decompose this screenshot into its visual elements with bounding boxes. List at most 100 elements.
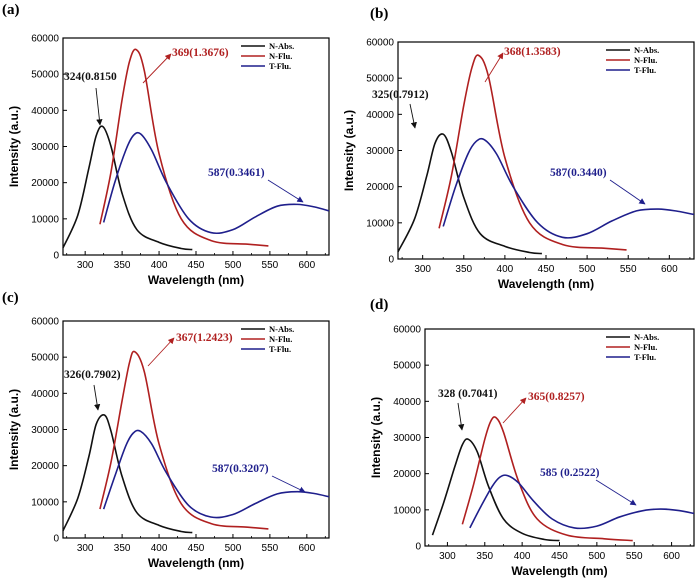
series-line-tflu <box>102 429 330 519</box>
x-tick-label: 500 <box>225 543 242 554</box>
panel-label: (c) <box>2 290 19 306</box>
y-tick-label: 10000 <box>366 218 394 229</box>
legend-label: N-Abs. <box>634 332 659 342</box>
annotation-arrow <box>457 402 465 431</box>
legend-label: N-Flu. <box>634 55 657 65</box>
peak-annotation: 328 (0.7041) <box>438 388 498 400</box>
x-tick-label: 300 <box>77 260 94 271</box>
x-tick-label: 550 <box>626 551 643 562</box>
series-line-tflu <box>469 474 695 530</box>
series-line-tflu <box>102 131 330 235</box>
legend-label: N-Flu. <box>634 342 657 352</box>
peak-annotation: 324(0.8150 <box>64 71 117 83</box>
legend-label: T-Flu. <box>634 65 656 75</box>
y-tick-label: 40000 <box>393 397 421 408</box>
y-tick-label: 30000 <box>31 142 59 153</box>
y-tick-label: 50000 <box>31 353 59 364</box>
y-tick-label: 50000 <box>31 70 59 81</box>
series-line-nflu <box>461 416 633 542</box>
peak-annotation: 326(0.7902) <box>64 369 121 381</box>
y-tick-label: 30000 <box>366 146 394 157</box>
series-line-nabs <box>62 125 193 251</box>
series-line-nflu <box>99 350 269 530</box>
y-tick-label: 0 <box>388 255 394 266</box>
x-tick-label: 350 <box>114 543 131 554</box>
panel-c: (c) 0 10000 20000 30000 40000 50000 60000 300 350… <box>2 290 330 570</box>
annotation-arrow <box>409 103 417 129</box>
y-tick-label: 10000 <box>31 214 59 225</box>
x-tick-label: 400 <box>497 264 514 275</box>
x-tick-label: 600 <box>663 551 680 562</box>
x-tick-label: 350 <box>476 551 493 562</box>
legend-label: T-Flu. <box>269 344 291 354</box>
panel-b: (b) 0 10000 20000 30000 40000 50000 60000 300 350… <box>342 6 695 291</box>
y-tick-label: 10000 <box>393 505 421 516</box>
x-axis-title: Wavelength (nm) <box>148 273 244 287</box>
annotation-arrow <box>609 179 646 205</box>
x-tick-label: 300 <box>439 551 456 562</box>
panel-a: (a) 0 10000 20000 30000 40000 50000 60000 300 350… <box>2 2 330 287</box>
peak-annotation: 367(1.2423) <box>176 332 233 344</box>
x-tick-label: 550 <box>262 260 279 271</box>
legend-label: N-Abs. <box>634 45 659 55</box>
panel-label: (b) <box>370 6 388 22</box>
y-tick-label: 50000 <box>393 361 421 372</box>
y-tick-label: 60000 <box>31 34 59 45</box>
y-tick-label: 40000 <box>366 110 394 121</box>
x-tick-label: 400 <box>151 260 168 271</box>
peak-annotation: 585 (0.2522) <box>540 467 600 479</box>
legend-label: N-Flu. <box>269 51 292 61</box>
x-tick-label: 600 <box>298 543 315 554</box>
x-tick-label: 400 <box>514 551 531 562</box>
y-tick-label: 40000 <box>31 389 59 400</box>
x-axis-title: Wavelength (nm) <box>148 556 244 570</box>
series-line-nabs <box>397 133 542 255</box>
x-tick-label: 550 <box>620 264 637 275</box>
annotation-arrow <box>142 53 172 84</box>
peak-annotation: 325(0.7912) <box>372 89 429 101</box>
x-tick-label: 350 <box>455 264 472 275</box>
peak-annotation: 365(0.8257) <box>528 391 585 403</box>
annotation-arrow <box>484 52 504 83</box>
x-tick-label: 450 <box>188 543 205 554</box>
annotation-arrow <box>93 384 101 411</box>
x-tick-label: 400 <box>151 543 168 554</box>
x-tick-label: 300 <box>414 264 431 275</box>
y-axis-title: Intensity (a.u.) <box>369 397 383 478</box>
y-tick-label: 40000 <box>31 106 59 117</box>
peak-annotation: 587(0.3440) <box>550 167 607 179</box>
y-tick-label: 50000 <box>366 74 394 85</box>
y-tick-label: 60000 <box>31 317 59 328</box>
x-tick-label: 350 <box>114 260 131 271</box>
legend-label: N-Abs. <box>269 41 294 51</box>
annotation-arrow <box>502 397 527 424</box>
peak-annotation: 587(0.3461) <box>208 167 265 179</box>
y-tick-label: 20000 <box>366 182 394 193</box>
series-line-nabs <box>62 414 193 534</box>
peak-annotation: 369(1.3676) <box>172 47 229 59</box>
series-line-tflu <box>442 137 695 239</box>
x-tick-label: 500 <box>589 551 606 562</box>
y-tick-label: 60000 <box>366 38 394 49</box>
peak-annotation: 587(0.3207) <box>212 463 269 475</box>
x-axis-title: Wavelength (nm) <box>498 277 594 291</box>
series-line-nflu <box>99 48 269 247</box>
y-tick-label: 20000 <box>393 469 421 480</box>
x-tick-label: 500 <box>579 264 596 275</box>
y-tick-label: 0 <box>53 534 59 545</box>
annotation-arrow <box>271 475 306 493</box>
y-axis-title: Intensity (a.u.) <box>7 389 21 470</box>
y-axis-title: Intensity (a.u.) <box>342 110 356 191</box>
x-tick-label: 500 <box>225 260 242 271</box>
peak-annotation: 368(1.3583) <box>504 46 561 58</box>
y-tick-label: 20000 <box>31 178 59 189</box>
x-tick-label: 600 <box>661 264 678 275</box>
legend-label: T-Flu. <box>269 61 291 71</box>
panel-label: (a) <box>2 2 20 18</box>
y-tick-label: 60000 <box>393 325 421 336</box>
legend-label: N-Flu. <box>269 334 292 344</box>
x-tick-label: 450 <box>551 551 568 562</box>
series-line-nabs <box>431 438 560 542</box>
x-tick-label: 300 <box>77 543 94 554</box>
